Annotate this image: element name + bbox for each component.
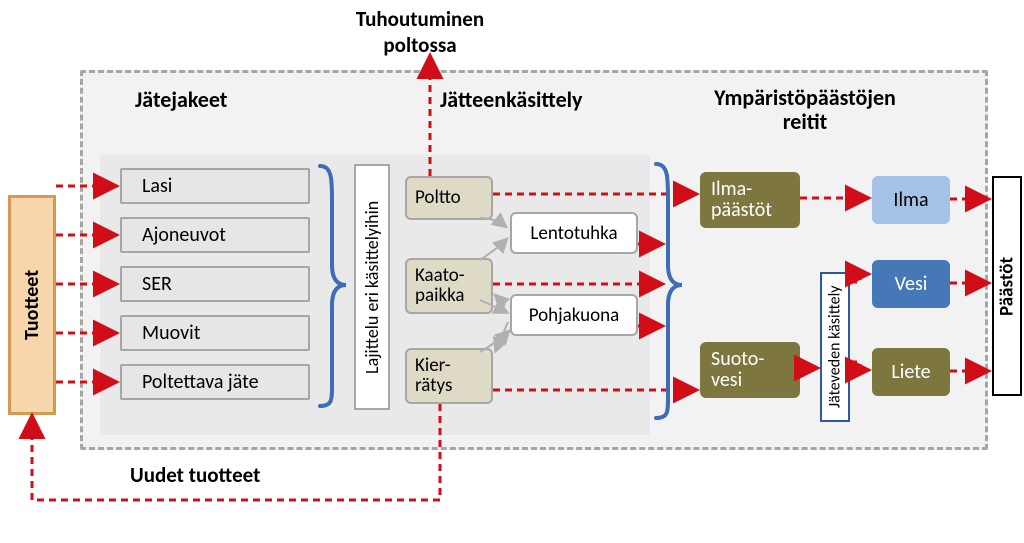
waste-poltettava: Poltettava jäte	[120, 364, 310, 400]
box-vesi: Vesi	[872, 260, 950, 308]
waste-muovit: Muovit	[120, 315, 310, 351]
box-poltto: Poltto	[405, 176, 493, 220]
heading-col3: Ympäristöpäästöjen reitit	[690, 86, 920, 134]
top-label: Tuhoutuminen poltossa	[320, 6, 520, 58]
heading-col2: Jätteenkäsittely	[440, 86, 582, 113]
heading-col1: Jätejakeet	[135, 86, 227, 113]
box-lento: Lentotuhka	[510, 212, 638, 254]
lajittelu-box: Lajittelu eri käsittelyihin	[354, 164, 390, 410]
box-ilma: Ilma	[872, 176, 950, 224]
box-suotovesi: Suoto- vesi	[700, 342, 800, 398]
paastot-box: Päästöt	[992, 176, 1022, 396]
tuotteet-box: Tuotteet	[8, 195, 56, 415]
waste-ser: SER	[120, 266, 310, 302]
waste-lasi: Lasi	[120, 168, 310, 204]
box-kier: Kier- rätys	[405, 348, 493, 404]
box-kaato: Kaato- paikka	[405, 258, 493, 314]
box-pohja: Pohjakuona	[510, 294, 638, 336]
jateveden-box: Jäteveden käsittely	[820, 272, 850, 422]
uudet-label: Uudet tuotteet	[130, 462, 260, 488]
waste-ajoneuvot: Ajoneuvot	[120, 217, 310, 253]
box-liete: Liete	[872, 348, 950, 396]
box-ilmapaastot: Ilma- päästöt	[700, 172, 800, 228]
